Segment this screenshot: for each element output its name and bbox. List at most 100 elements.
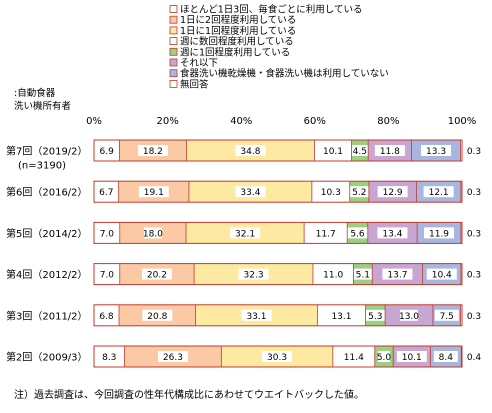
data-label: 7.0 [100,271,115,281]
data-label-bg [347,186,372,198]
data-label: 7.0 [100,229,115,239]
legend-swatch [169,47,178,56]
data-label-bg [424,227,454,239]
data-label: 13.1 [331,312,351,322]
data-label-bg [94,186,119,198]
data-label: 4.5 [353,147,367,157]
data-label-bg [141,268,172,280]
data-label: 18.2 [143,147,163,157]
data-label: 5.0 [377,353,392,363]
data-label-bg [235,186,266,198]
data-label-bg [138,186,169,198]
data-label-bg [377,227,408,239]
data-label-bg [262,351,293,362]
category-label: 第2回（2009/3） [6,351,88,364]
data-label: 33.1 [246,312,266,322]
data-label-bg [157,351,188,362]
data-label: 5.1 [356,271,370,281]
x-tick-label: 0% [86,116,102,127]
legend-label: 週に数回程度利用している [180,36,294,48]
x-tick-label: 40% [230,116,252,127]
data-label: 32.1 [235,229,255,239]
data-label: 6.9 [100,147,115,157]
x-tick-label: 60% [304,116,326,127]
data-label: 11.0 [323,271,343,281]
data-label: 7.5 [440,312,454,322]
data-label-bg [347,145,372,156]
data-label-bg [374,145,405,156]
data-label: 20.8 [147,312,167,322]
data-label: 8.4 [439,353,454,363]
data-label: 33.4 [240,188,260,198]
data-label-bg [423,186,454,198]
data-label: 30.3 [267,353,287,363]
footnote: 注）過去調査は、今回調査の性年代構成比にあわせてウエイトバックした値。 [14,390,364,401]
data-label: 0.3 [467,147,481,157]
legend-label: 無回答 [180,78,209,90]
data-label: 20.2 [147,271,167,281]
data-label: 0.3 [467,229,481,239]
data-label-bg [241,309,272,321]
data-label-bg [142,309,173,321]
bar-segment [460,222,462,244]
legend-swatch [169,15,178,24]
category-labels: 第7回（2019/2） (n=3190) 第6回（2016/2） 第5回（2014/2… [6,145,88,364]
bars: 6.9 18.2 34.8 10.1 4.5 11.8 13.3 0.3 6.7 19.1 33.4… [93,139,482,368]
data-label-bg [345,227,370,239]
category-label: 第3回（2011/2） [6,309,88,322]
data-label: 0.3 [467,271,481,281]
data-label: 12.9 [383,188,403,198]
bar-segment [460,140,462,161]
category-label: 第7回（2019/2） [6,145,88,158]
legend-swatch [169,26,178,35]
data-label-bg [377,186,408,198]
data-label: 10.1 [323,147,343,157]
bar-outline [93,221,463,244]
category-sublabel: (n=3190) [18,161,66,172]
data-label: 8.3 [102,353,116,363]
data-label-bg [100,268,113,280]
data-label: 6.7 [99,188,113,198]
data-label: 11.7 [316,229,336,239]
data-label: 11.9 [429,229,449,239]
data-label-bg [434,309,459,321]
legend-label: 1日に2回程度利用している [180,14,296,26]
data-label: 19.1 [144,188,164,198]
owner-label-line: 洗い機所有者 [14,100,71,112]
data-label-bg [363,309,388,321]
data-label: 13.7 [387,271,407,281]
legend-label: ほとんど1日3回、毎食ごとに利用している [180,4,363,16]
legend-label: それ以下 [180,58,218,69]
data-label: 10.1 [402,353,422,363]
data-label-bg [324,268,343,280]
data-label-bg [421,145,452,156]
data-label: 10.4 [432,271,452,281]
legend-swatch [169,37,178,45]
data-label: 11.4 [344,353,364,363]
data-label: 5.6 [350,229,365,239]
data-label-bg [143,227,162,239]
legend: ほとんど1日3回、毎食ごとに利用している1日に2回程度利用している1日に1回程度… [169,4,389,90]
x-tick-label: 100% [448,116,477,127]
bar-outline [93,180,463,203]
bar-outline [93,304,463,327]
data-label: 5.2 [352,188,366,198]
data-label-bg [400,309,419,321]
data-label: 13.3 [426,147,446,157]
data-label: 13.0 [399,312,419,322]
data-label-bg [230,227,261,239]
data-label: 12.1 [429,188,449,198]
data-label: 13.4 [382,229,402,239]
data-label: 26.3 [163,353,183,363]
data-label: 0.4 [467,353,482,363]
data-label: 32.3 [244,271,264,281]
legend-label: 食器洗い機乾燥機・食器洗い機は利用していない [180,68,389,80]
data-label: 5.3 [368,312,382,322]
data-label-bg [97,351,122,362]
data-label-bg [338,351,369,362]
bar-segment [460,181,462,203]
legend-swatch [169,58,178,67]
data-label: 11.8 [380,147,400,157]
